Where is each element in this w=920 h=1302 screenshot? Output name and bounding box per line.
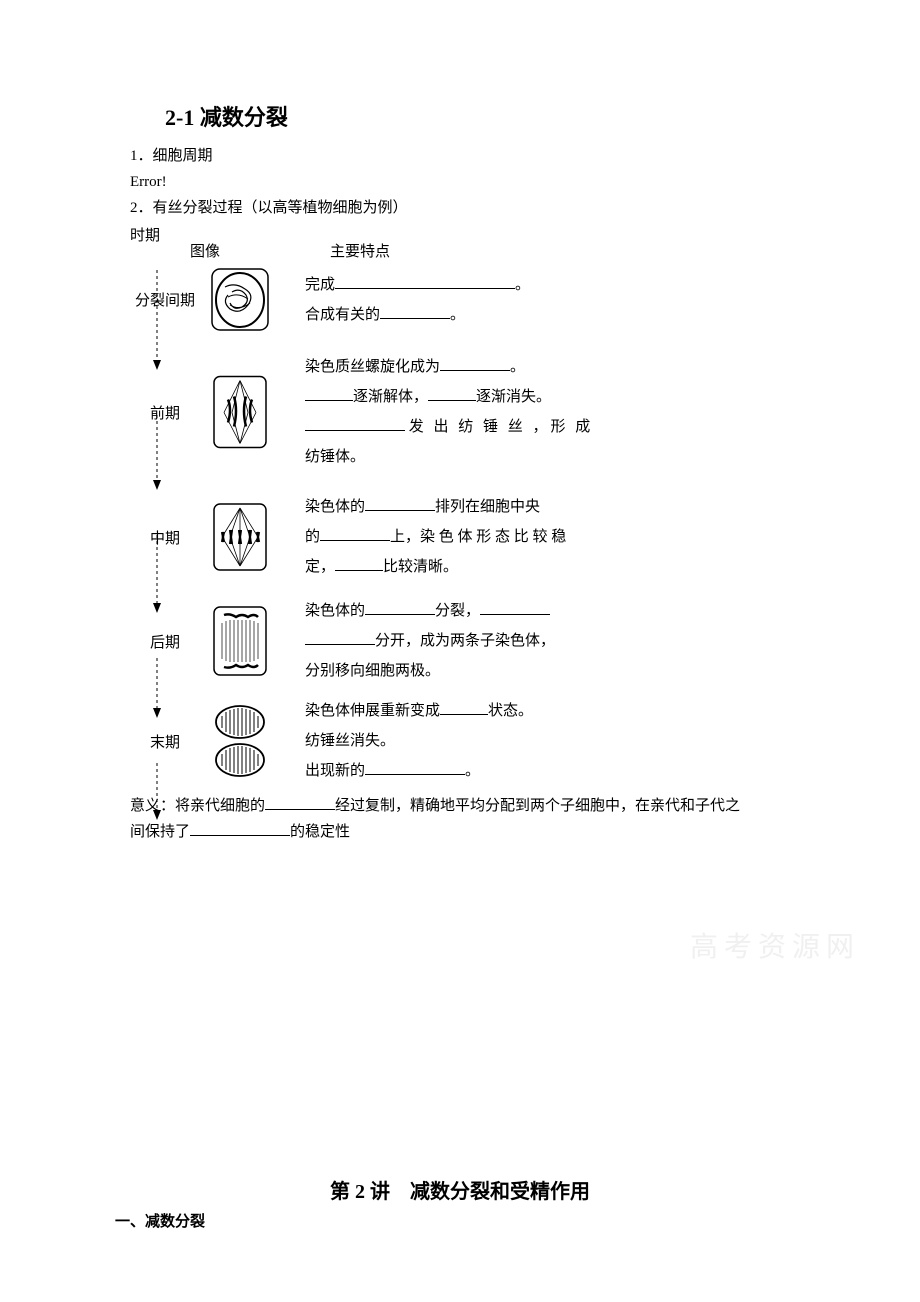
metaphase-label: 中期	[150, 527, 180, 548]
interphase-d2b: 。	[450, 307, 465, 323]
concl-p1a: 意义：将亲代细胞的	[130, 798, 265, 814]
telophase-label: 末期	[150, 731, 180, 752]
metaphase-d3a: 定，	[305, 559, 335, 575]
concl-p2a: 间保持了	[130, 824, 190, 840]
anaphase-icon	[210, 604, 270, 678]
interphase-d1a: 完成	[305, 277, 335, 293]
phase-telophase: 末期 染色体伸展重新变成 状态。 纺锤丝消失。 出现新的 。	[130, 696, 920, 786]
anaphase-d2a: 分开，成为两条子染色体，	[375, 633, 555, 649]
blank	[190, 821, 290, 836]
prophase-d2a: 逐渐解体，	[353, 389, 428, 405]
metaphase-d1b: 排列在细胞中央	[435, 499, 540, 515]
interphase-d1b: 。	[515, 277, 530, 293]
interphase-label: 分裂间期	[135, 289, 195, 310]
metaphase-d3b: 比较清晰。	[383, 559, 458, 575]
metaphase-d2a: 的	[305, 529, 320, 545]
interphase-icon	[210, 267, 270, 332]
metaphase-icon	[210, 501, 270, 573]
metaphase-d2b: 上，染 色 体 形 态 比 较 稳	[390, 529, 566, 545]
telophase-d3a: 出现新的	[305, 763, 365, 779]
blank	[480, 600, 550, 615]
blank	[335, 274, 515, 289]
section2-title: 第 2 讲 减数分裂和受精作用	[0, 1175, 920, 1204]
blank	[335, 556, 383, 571]
line-mitosis-intro: 2．有丝分裂过程（以高等植物细胞为例）	[130, 196, 920, 220]
prophase-label: 前期	[150, 402, 180, 423]
prophase-d1a: 染色质丝螺旋化成为	[305, 359, 440, 375]
line-cell-cycle: 1．细胞周期	[130, 144, 920, 168]
phase-interphase: 分裂间期 完成。 合成有关的。	[130, 267, 920, 332]
concl-p1b: 经过复制，精确地平均分配到两个子细胞中，在亲代和子代之	[335, 798, 740, 814]
blank	[305, 630, 375, 645]
prophase-d2b: 逐渐消失。	[476, 389, 551, 405]
prophase-d3a: 发 出 纺 锤 丝 ，形 成	[409, 419, 594, 435]
blank	[305, 416, 405, 431]
blank	[380, 304, 450, 319]
header-time: 时期	[130, 224, 170, 245]
section2-subtitle: 一、减数分裂	[115, 1210, 205, 1231]
telophase-d1a: 染色体伸展重新变成	[305, 703, 440, 719]
watermark-text: 高考资源网	[690, 925, 860, 965]
phase-anaphase: 后期 染色体的 分裂， 分开，成为两条子染色体， 分别移向细胞两极。	[130, 596, 920, 686]
blank	[305, 386, 353, 401]
blank	[428, 386, 476, 401]
concl-p2b: 的稳定性	[290, 824, 350, 840]
phase-metaphase: 中期 染色体的 排列在细胞中央 的 上，染 色 体 形 态 比 较 稳 定， 比较清晰…	[130, 492, 920, 582]
blank	[365, 600, 435, 615]
anaphase-d1b: 分裂，	[435, 603, 480, 619]
prophase-d3b: 纺锤体。	[305, 449, 365, 465]
telophase-icon	[210, 701, 270, 781]
telophase-d2a: 纺锤丝消失。	[305, 733, 395, 749]
telophase-d3b: 。	[465, 763, 480, 779]
metaphase-d1a: 染色体的	[305, 499, 365, 515]
prophase-icon	[210, 373, 270, 451]
blank	[265, 795, 335, 810]
anaphase-d3a: 分别移向细胞两极。	[305, 663, 440, 679]
anaphase-label: 后期	[150, 631, 180, 652]
interphase-d2a: 合成有关的	[305, 307, 380, 323]
blank	[440, 700, 488, 715]
anaphase-d1a: 染色体的	[305, 603, 365, 619]
prophase-d1b: 。	[510, 359, 525, 375]
table-header-row: 时期 图像 主要特点	[130, 224, 920, 261]
blank	[365, 760, 465, 775]
blank	[365, 496, 435, 511]
blank	[320, 526, 390, 541]
main-title: 2-1 减数分裂	[165, 100, 920, 132]
telophase-d1b: 状态。	[488, 703, 533, 719]
blank	[440, 356, 510, 371]
phase-prophase: 前期 染色质丝螺旋化成为。 逐渐解体，逐渐消失。 发 出 纺 锤 丝 ，形 成 …	[130, 352, 920, 472]
line-error: Error!	[130, 170, 920, 194]
conclusion-text: 意义：将亲代细胞的 经过复制，精确地平均分配到两个子细胞中，在亲代和子代之 间保持…	[130, 794, 810, 845]
header-image: 图像	[170, 224, 280, 261]
mitosis-table: 时期 图像 主要特点 分裂间期 完成。 合成有关的。 前期	[130, 224, 920, 786]
header-desc: 主要特点	[280, 224, 390, 261]
